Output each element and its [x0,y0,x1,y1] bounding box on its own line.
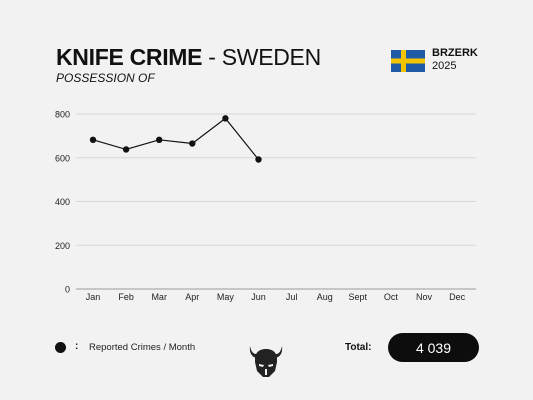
chart-title: KNIFE CRIME - SWEDEN [56,44,321,71]
brand-year: 2025 [432,60,457,72]
x-tick-label: Oct [384,292,399,302]
y-tick-label: 400 [55,197,70,207]
y-tick-label: 0 [65,285,70,295]
x-tick-label: Jun [251,292,266,302]
legend-label: Reported Crimes / Month [89,342,196,353]
legend-colon: : [75,341,79,352]
y-tick-label: 200 [55,241,70,251]
x-tick-label: Aug [317,292,333,302]
x-tick-label: Dec [449,292,466,302]
x-tick-label: Sept [349,292,368,302]
viking-helmet-logo-icon [249,346,283,377]
title-bold: KNIFE CRIME [56,44,203,70]
data-point [156,136,163,144]
series-line [92,117,259,160]
total-value-badge: 4 039 [388,333,479,362]
y-tick-label: 600 [55,153,70,163]
legend-marker [55,342,66,353]
x-tick-label: Apr [185,292,199,302]
data-point [255,156,262,163]
data-point [222,115,229,122]
y-tick-label: 800 [55,110,70,120]
brand-block: BRZERK 2025 [432,47,478,73]
x-tick-label: Jul [286,292,298,302]
data-point [122,146,130,153]
brand-name: BRZERK [432,47,478,59]
x-tick-label: May [217,292,235,302]
x-tick-label: Nov [416,292,433,302]
data-point [189,140,196,147]
total-label: Total: [345,342,372,353]
x-tick-label: Mar [151,292,167,302]
title-separator: - [202,44,222,70]
x-tick-label: Jan [86,292,101,302]
title-country: SWEDEN [221,44,321,70]
data-point [89,136,97,144]
sweden-flag-icon [391,50,425,72]
chart-subtitle: POSSESSION OF [56,71,155,85]
x-tick-label: Feb [118,292,134,302]
total-value: 4 039 [415,339,452,356]
